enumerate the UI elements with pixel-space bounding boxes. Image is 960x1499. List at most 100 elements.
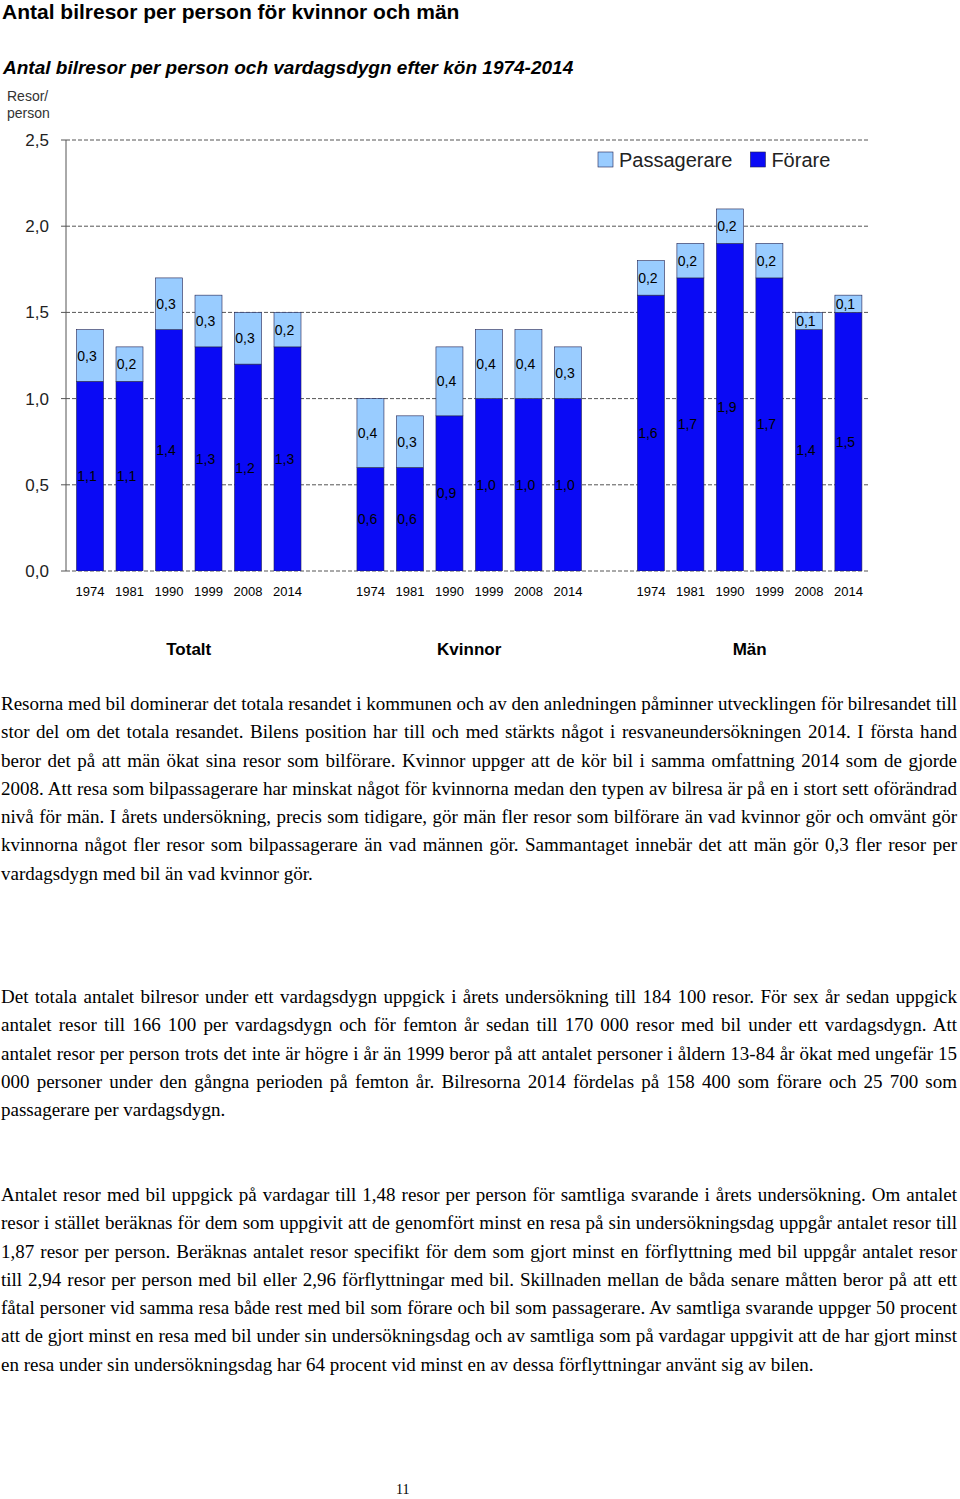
x-tick-label: 2014 [553, 584, 582, 599]
data-label: 1,1 [117, 468, 137, 484]
data-label: 1,0 [555, 477, 575, 493]
legend-label: Förare [771, 149, 830, 171]
data-label: 1,3 [275, 451, 295, 467]
bar-segment [716, 243, 743, 571]
bar-segment [116, 381, 143, 571]
chart: Antal bilresor per person och vardagsdyg… [0, 0, 960, 670]
data-label: 0,3 [77, 348, 97, 364]
bar-segment [156, 330, 183, 571]
y-tick [61, 140, 66, 141]
data-label: 0,2 [117, 356, 137, 372]
x-tick-label: 1990 [155, 584, 184, 599]
x-tick-label: 1981 [676, 584, 705, 599]
x-tick-label: 1990 [435, 584, 464, 599]
bar-segment [77, 330, 104, 382]
x-tick-label: 1974 [356, 584, 385, 599]
bar-segment [274, 347, 301, 571]
data-label: 0,6 [397, 511, 417, 527]
data-label: 0,4 [358, 425, 378, 441]
legend-swatch [598, 152, 613, 167]
x-tick-label: 1999 [755, 584, 784, 599]
bar-segment [436, 416, 463, 571]
legend: Passagerare Förare [598, 149, 830, 171]
grid-line [66, 226, 870, 227]
y-tick [61, 312, 66, 313]
data-label: 0,9 [437, 485, 457, 501]
bar-segment [475, 330, 502, 399]
y-tick-label: 2,5 [25, 131, 49, 150]
group-label: Kvinnor [437, 640, 502, 659]
x-tick-label: 2008 [514, 584, 543, 599]
legend-label: Passagerare [619, 149, 732, 171]
data-label: 1,5 [836, 434, 856, 450]
bar-segment [677, 243, 704, 277]
y-tick [61, 571, 66, 572]
y-tick [61, 226, 66, 227]
bar-segment [756, 243, 783, 277]
grid-line [66, 398, 870, 399]
data-label: 1,2 [235, 460, 255, 476]
y-tick-label: 2,0 [25, 217, 49, 236]
y-tick [61, 398, 66, 399]
bar-segment [795, 330, 822, 571]
bar-segment [554, 399, 581, 571]
data-label: 1,7 [757, 416, 777, 432]
data-label: 0,2 [757, 253, 777, 269]
x-tick-label: 2014 [834, 584, 863, 599]
data-label: 1,4 [156, 442, 176, 458]
x-tick-label: 2008 [794, 584, 823, 599]
data-label: 1,0 [516, 477, 536, 493]
bar-segment [195, 295, 222, 347]
grid-line [66, 312, 870, 313]
data-labels: 1,10,31,10,21,40,31,30,31,20,31,30,20,60… [77, 218, 855, 527]
bar-segment [756, 278, 783, 571]
data-label: 0,3 [156, 296, 176, 312]
bar-segment [195, 347, 222, 571]
bar-segment [235, 312, 262, 364]
data-label: 0,2 [638, 270, 658, 286]
data-label: 1,3 [196, 451, 216, 467]
data-label: 0,4 [437, 373, 457, 389]
group-label: Män [733, 640, 767, 659]
data-label: 0,4 [476, 356, 496, 372]
x-tick-label: 1974 [76, 584, 105, 599]
bar-segment [436, 347, 463, 416]
data-label: 0,4 [516, 356, 536, 372]
page-number: 11 [396, 1482, 409, 1498]
y-tick-label: 0,5 [25, 476, 49, 495]
y-tick [61, 484, 66, 485]
bar-segment [515, 330, 542, 399]
bar-segment [637, 261, 664, 295]
bar-segment [554, 347, 581, 399]
x-tick-label: 1990 [715, 584, 744, 599]
x-tick-label: 1981 [395, 584, 424, 599]
data-label: 0,6 [358, 511, 378, 527]
paragraph: Antalet resor med bil uppgick på vardaga… [1, 1181, 957, 1379]
bar-segment [274, 312, 301, 346]
grid-line [66, 571, 870, 572]
data-label: 0,1 [796, 313, 816, 329]
data-label: 0,2 [678, 253, 698, 269]
y-tick-label: 0,0 [25, 562, 49, 581]
bar-segment [475, 399, 502, 571]
data-label: 0,3 [555, 365, 575, 381]
bar-segment [77, 381, 104, 571]
data-label: 1,7 [678, 416, 698, 432]
bar-segment [637, 295, 664, 571]
bar-segment [835, 295, 862, 312]
bar-segment [357, 399, 384, 468]
data-label: 0,3 [235, 330, 255, 346]
bar-segment [156, 278, 183, 330]
data-label: 0,1 [836, 296, 856, 312]
bar-segment [835, 312, 862, 571]
x-tick-label: 2014 [273, 584, 302, 599]
data-label: 1,4 [796, 442, 816, 458]
bar-segment [716, 209, 743, 243]
bar-segment [795, 312, 822, 329]
bar-segment [396, 468, 423, 571]
grid-line [66, 484, 870, 485]
data-label: 1,9 [717, 399, 737, 415]
bar-segment [677, 278, 704, 571]
y-axis-line [66, 140, 67, 571]
data-label: 1,0 [476, 477, 496, 493]
